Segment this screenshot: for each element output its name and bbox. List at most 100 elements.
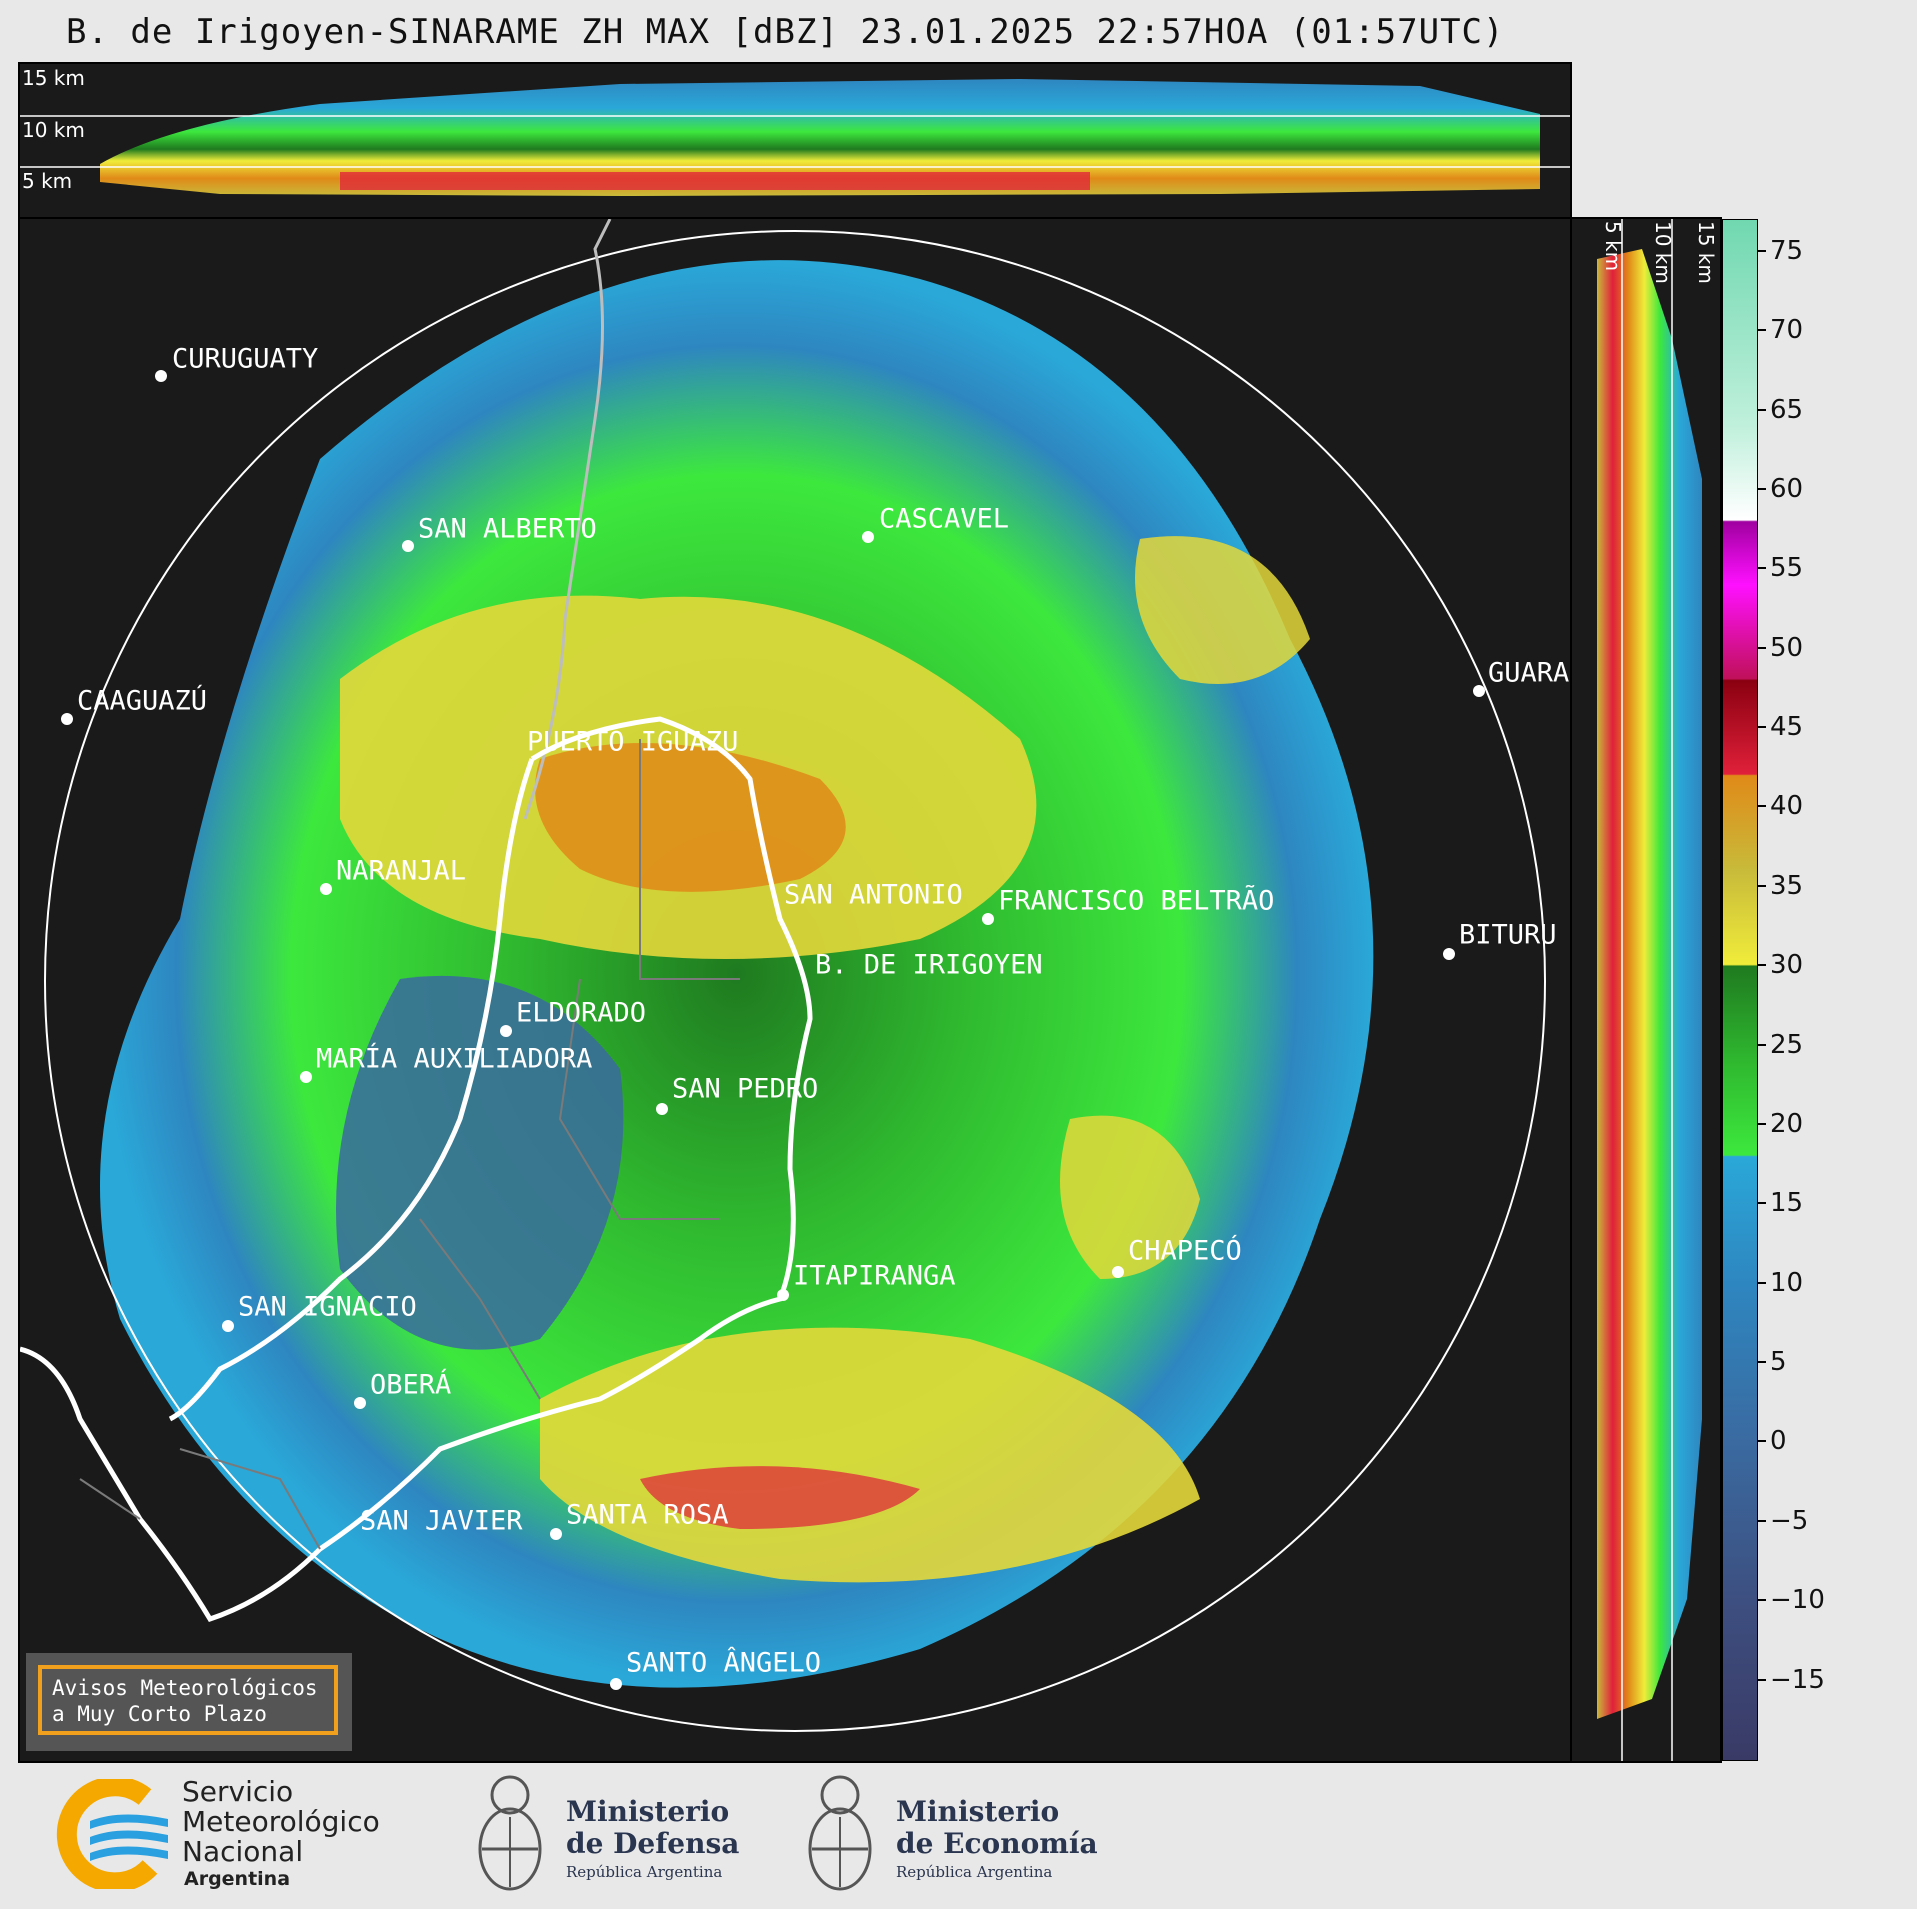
footer: Servicio Meteorológico Nacional Argentin…	[0, 1765, 1917, 1909]
radar-map: CURUGUATY SAN ALBERTO CASCAVEL CAAGUAZÚ …	[18, 217, 1572, 1763]
city-label-curuguaty: CURUGUATY	[172, 343, 319, 375]
map-title: B. de Irigoyen-SINARAME ZH MAX [dBZ] 23.…	[66, 12, 1505, 52]
city-dot-san-pedro	[656, 1103, 668, 1115]
economia-line-3: República Argentina	[896, 1863, 1053, 1881]
colorbar-tick-label: −15	[1770, 1664, 1825, 1695]
colorbar-tick	[1758, 329, 1766, 332]
province-lines	[79, 739, 740, 1550]
economia-emblem-icon	[808, 1775, 872, 1891]
colorbar-tick-label: 30	[1770, 950, 1804, 981]
colorbar-tick	[1758, 487, 1766, 490]
city-dot-caaguazu	[61, 713, 73, 725]
colorbar-tick	[1758, 646, 1766, 649]
radar-map-svg	[20, 219, 1546, 1732]
colorbar-tick	[1758, 1678, 1766, 1681]
city-label-san-pedro: SAN PEDRO	[672, 1073, 819, 1105]
city-label-maria-auxiliadora: MARÍA AUXILIADORA	[316, 1043, 593, 1075]
city-label-san-javier: SAN JAVIER	[360, 1505, 523, 1537]
city-dot-santo-angelo	[610, 1678, 622, 1690]
border-argentina-west	[168, 758, 535, 1422]
colorbar-tick-label: 50	[1770, 632, 1804, 663]
border-argentina	[20, 716, 813, 1623]
colorbar-tick	[1758, 1122, 1766, 1125]
top-height-label-15: 15 km	[22, 66, 85, 90]
defensa-line-1: Ministerio	[566, 1795, 730, 1828]
echo-west-blue	[336, 975, 624, 1350]
city-label-puerto-iguazu: PUERTO IGUAZU	[527, 726, 739, 758]
side-height-label-15: 15 km	[1694, 221, 1718, 284]
side-cross-section: 5 km 10 km 15 km	[1570, 217, 1722, 1763]
city-label-eldorado: ELDORADO	[516, 997, 647, 1029]
city-dot-obera	[354, 1397, 366, 1409]
colorbar-tick-label: 10	[1770, 1267, 1804, 1298]
colorbar-tick-label: 70	[1770, 315, 1804, 346]
colorbar-tick-label: 5	[1770, 1347, 1787, 1378]
defensa-line-2: de Defensa	[566, 1827, 740, 1860]
city-dot-santa-rosa	[550, 1528, 562, 1540]
city-dot-chapeco	[1112, 1266, 1124, 1278]
echo-northeast-cell	[1135, 536, 1310, 684]
city-label-itapiranga: ITAPIRANGA	[793, 1260, 956, 1292]
smn-line-3: Nacional	[182, 1835, 304, 1868]
echo-north-core	[535, 743, 846, 892]
smn-line-4: Argentina	[184, 1868, 291, 1890]
city-label-san-alberto: SAN ALBERTO	[418, 513, 597, 545]
city-dot-curuguaty	[155, 370, 167, 382]
city-label-b-de-irigoyen: B. DE IRIGOYEN	[815, 949, 1043, 981]
avisos-link[interactable]: Avisos Meteorológicos a Muy Corto Plazo	[38, 1665, 338, 1735]
city-dot-cascavel	[862, 531, 874, 543]
colorbar-tick-label: 60	[1770, 473, 1804, 504]
colorbar-tick	[1758, 1519, 1766, 1522]
city-dot-eldorado	[500, 1025, 512, 1037]
colorbar-tick-label: 55	[1770, 553, 1804, 584]
economia-line-1: Ministerio	[896, 1795, 1060, 1828]
city-label-guara: GUARA	[1488, 657, 1570, 689]
city-label-naranjal: NARANJAL	[336, 855, 467, 887]
colorbar-tick	[1758, 1043, 1766, 1046]
top-height-label-10: 10 km	[22, 118, 85, 142]
city-label-santa-rosa: SANTA ROSA	[566, 1499, 729, 1531]
top-height-label-5: 5 km	[22, 169, 73, 193]
avisos-line-1: Avisos Meteorológicos	[52, 1676, 318, 1700]
colorbar-tick	[1758, 1361, 1766, 1364]
city-dot-francisco-beltrao	[982, 913, 994, 925]
city-label-cascavel: CASCAVEL	[879, 503, 1010, 535]
colorbar-tick-label: 75	[1770, 235, 1804, 266]
colorbar-tick-label: 15	[1770, 1188, 1804, 1219]
colorbar-tick	[1758, 884, 1766, 887]
side-height-label-10: 10 km	[1651, 221, 1675, 284]
economia-line-2: de Economía	[896, 1827, 1098, 1860]
smn-logo-icon	[56, 1779, 168, 1889]
city-label-san-antonio: SAN ANTONIO	[784, 879, 963, 911]
top-cross-section-svg	[20, 79, 1570, 196]
city-label-san-ignacio: SAN IGNACIO	[238, 1291, 417, 1323]
city-dot-bituru	[1443, 948, 1455, 960]
colorbar-tick-label: −5	[1770, 1505, 1809, 1536]
range-ring	[44, 230, 1546, 1732]
top-cross-section: 15 km 10 km 5 km	[18, 62, 1572, 219]
colorbar-tick	[1758, 1599, 1766, 1602]
colorbar-tick-label: 45	[1770, 712, 1804, 743]
colorbar-tick	[1758, 964, 1766, 967]
colorbar-tick-label: 40	[1770, 791, 1804, 822]
colorbar-tick-label: 0	[1770, 1426, 1787, 1457]
colorbar-tick	[1758, 567, 1766, 570]
city-label-santo-angelo: SANTO ÂNGELO	[626, 1647, 822, 1679]
avisos-line-2: a Muy Corto Plazo	[52, 1702, 267, 1726]
colorbar-tick	[1758, 726, 1766, 729]
side-height-label-5: 5 km	[1601, 221, 1625, 272]
colorbar-tick	[1758, 1202, 1766, 1205]
defensa-emblem-icon	[478, 1775, 542, 1891]
city-label-chapeco: CHAPECÓ	[1128, 1235, 1242, 1267]
avisos-box[interactable]: Avisos Meteorológicos a Muy Corto Plazo	[26, 1653, 352, 1751]
city-label-caaguazu: CAAGUAZÚ	[77, 685, 208, 717]
smn-line-1: Servicio	[182, 1775, 294, 1808]
city-label-bituru: BITURU	[1459, 919, 1557, 951]
border-brazil-paraguay	[523, 219, 612, 820]
colorbar-tick-label: 65	[1770, 394, 1804, 425]
city-dot-maria-auxiliadora	[300, 1071, 312, 1083]
colorbar-tick	[1758, 805, 1766, 808]
city-label-obera: OBERÁ	[370, 1369, 452, 1401]
colorbar-tick	[1758, 1440, 1766, 1443]
colorbar-tick-label: 20	[1770, 1108, 1804, 1139]
